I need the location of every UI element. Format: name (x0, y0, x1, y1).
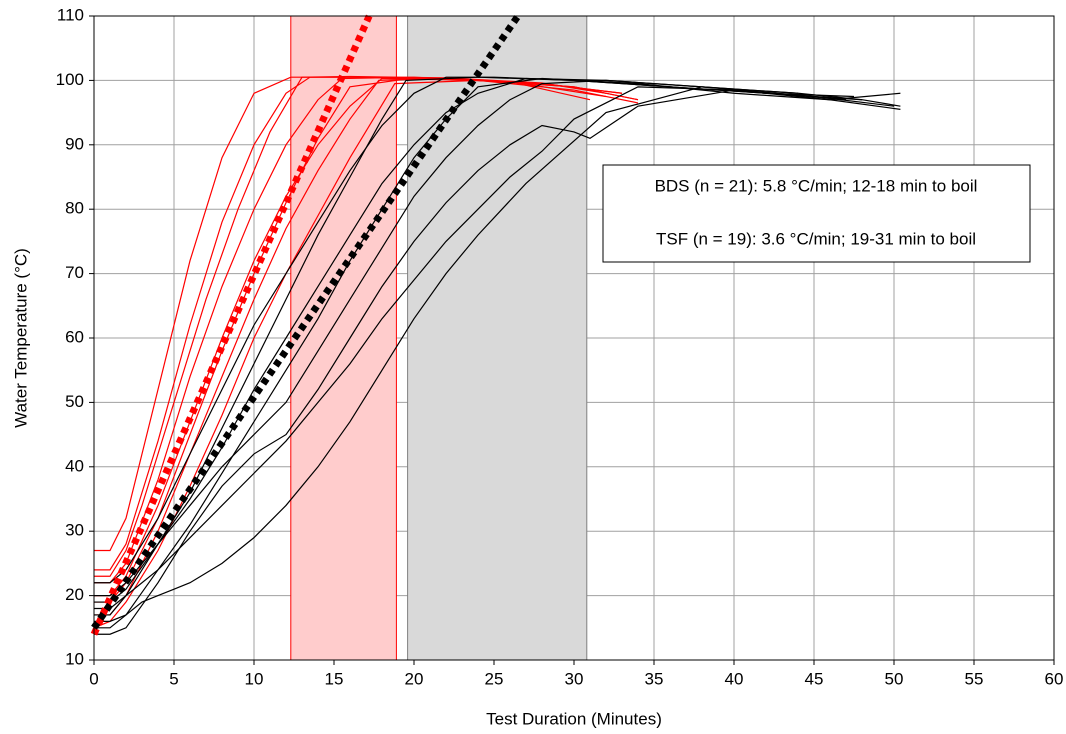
x-tick-label: 40 (725, 669, 744, 688)
x-tick-label: 50 (885, 669, 904, 688)
temperature-line (94, 89, 901, 635)
temperature-line (94, 86, 799, 622)
y-tick-label: 10 (65, 649, 84, 668)
temperature-line (94, 76, 855, 584)
y-tick-label: 30 (65, 521, 84, 540)
x-tick-label: 25 (485, 669, 504, 688)
temperature-line (93, 79, 639, 629)
x-tick-label: 30 (565, 669, 584, 688)
y-tick-label: 50 (65, 392, 84, 411)
x-tick-label: 45 (805, 669, 824, 688)
temperature-line (94, 79, 863, 597)
x-tick-label: 55 (965, 669, 984, 688)
y-axis-label: Water Temperature (°C) (11, 248, 30, 428)
x-tick-label: 15 (325, 669, 344, 688)
trend-line (91, 14, 521, 630)
annotation: TSF (n = 19): 3.6 °C/min; 19-31 min to b… (656, 229, 976, 248)
y-tick-label: 60 (65, 327, 84, 346)
x-axis-label: Test Duration (Minutes) (486, 709, 662, 728)
y-tick-label: 70 (65, 263, 84, 282)
y-tick-label: 40 (65, 456, 84, 475)
x-tick-label: 10 (245, 669, 264, 688)
y-tick-label: 80 (65, 199, 84, 218)
temperature-line (94, 86, 847, 610)
boil-range-band (290, 15, 397, 661)
annotation: BDS (n = 21): 5.8 °C/min; 12-18 min to b… (655, 176, 978, 195)
x-tick-label: 35 (645, 669, 664, 688)
annotation-box (602, 164, 1031, 263)
temperature-line (94, 77, 895, 603)
y-tick-label: 90 (65, 134, 84, 153)
x-tick-label: 5 (169, 669, 178, 688)
y-tick-label: 110 (57, 5, 84, 24)
x-tick-label: 20 (405, 669, 424, 688)
trend-line (90, 14, 373, 636)
x-tick-label: 60 (1045, 669, 1064, 688)
x-tick-label: 0 (89, 669, 98, 688)
y-tick-label: 100 (56, 70, 84, 89)
boil-range-band (407, 15, 588, 661)
y-tick-label: 20 (65, 585, 84, 604)
